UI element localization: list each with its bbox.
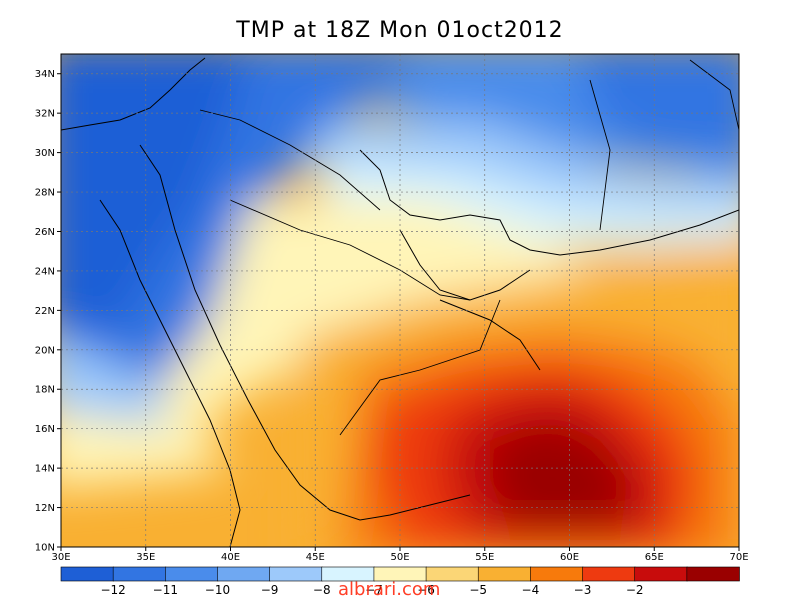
- colorbar-swatch: [112, 566, 167, 582]
- colorbar-label: −5: [469, 583, 487, 597]
- colorbar-label: −11: [153, 583, 178, 597]
- colorbar-label: −8: [313, 583, 331, 597]
- lon-tick-label: 35E: [136, 552, 155, 563]
- colorbar-label: −6: [417, 583, 435, 597]
- lat-tick-label: 14N: [35, 464, 55, 475]
- lat-tick-label: 26N: [35, 227, 55, 238]
- colorbar-swatch: [582, 566, 636, 582]
- colorbar-labels: −12 −11 −10 −9 −8 −7 −6 −5 −4 −3 −2: [100, 583, 643, 597]
- colorbar-label: −4: [522, 583, 540, 597]
- colorbar-label: −10: [205, 583, 230, 597]
- lon-tick-label: 70E: [729, 552, 748, 563]
- lat-axis: 10N 12N 14N 16N 18N 20N 22N 24N 26N 28N 30N 32N 34N: [35, 69, 61, 554]
- coastlines: [61, 57, 739, 547]
- lon-tick-label: 55E: [475, 552, 494, 563]
- lat-tick-label: 16N: [35, 424, 55, 435]
- lat-tick-label: 24N: [35, 266, 55, 277]
- lat-tick-label: 28N: [35, 188, 55, 199]
- borders: [199, 59, 739, 436]
- colorbar-swatch: [686, 566, 740, 582]
- lon-tick-label: 40E: [221, 552, 240, 563]
- colorbar: [60, 566, 740, 582]
- colorbar-swatch: [217, 566, 271, 582]
- lat-tick-label: 30N: [35, 148, 55, 159]
- lat-tick-label: 34N: [35, 69, 55, 80]
- colorbar-swatch: [530, 566, 584, 582]
- colorbar-swatch: [634, 566, 688, 582]
- colorbar-swatch: [165, 566, 219, 582]
- colorbar-swatch: [60, 566, 114, 582]
- colorbar-swatch: [269, 566, 323, 582]
- colorbar-label: −9: [261, 583, 279, 597]
- lon-tick-label: 60E: [560, 552, 579, 563]
- watermark: albrari.com: [338, 579, 441, 600]
- colorbar-label: −12: [100, 583, 125, 597]
- colorbar-label: −7: [365, 583, 383, 597]
- lat-tick-label: 18N: [35, 385, 55, 396]
- lon-tick-label: 45E: [306, 552, 325, 563]
- lon-tick-label: 30E: [51, 552, 70, 563]
- lat-tick-label: 10N: [35, 543, 55, 554]
- lon-tick-label: 65E: [645, 552, 664, 563]
- gridlines: [61, 54, 739, 547]
- colorbar-swatch: [477, 566, 532, 582]
- lat-tick-label: 20N: [35, 345, 55, 356]
- lon-tick-label: 50E: [390, 552, 409, 563]
- colorbar-label: −2: [626, 583, 644, 597]
- lon-axis: 30E 35E 40E 45E 50E 55E 60E 65E 70E: [51, 547, 749, 563]
- lat-tick-label: 32N: [35, 109, 55, 120]
- lat-tick-label: 22N: [35, 306, 55, 317]
- colorbar-label: −3: [574, 583, 592, 597]
- map-title: TMP at 18Z Mon 01oct2012: [236, 18, 564, 43]
- lat-tick-label: 12N: [35, 503, 55, 514]
